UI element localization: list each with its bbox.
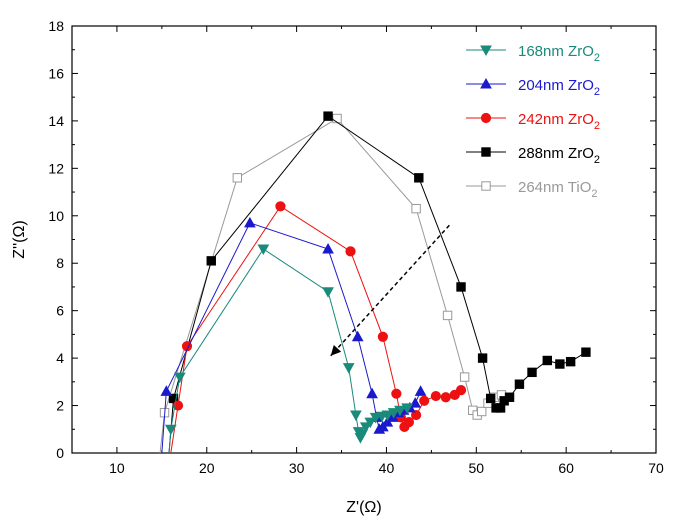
data-point-288nm-zro2: [168, 393, 179, 404]
data-point-168nm-zro2: [356, 429, 369, 441]
data-point-204nm-zro2: [366, 387, 378, 399]
series-288nm-zro2: [168, 111, 591, 454]
data-point-168nm-zro2: [164, 424, 177, 436]
x-tick-label: 40: [379, 460, 395, 476]
x-tick-label: 20: [199, 460, 215, 476]
x-tick-label: 30: [289, 460, 305, 476]
trend-arrow-head: [330, 344, 342, 356]
data-point-264nm-tio2: [411, 203, 421, 214]
data-point-264nm-tio2: [476, 406, 487, 417]
data-point-242nm-zro2: [403, 417, 415, 428]
data-point-168nm-zro2: [364, 417, 377, 429]
trend-arrow: [330, 224, 450, 357]
legend-item-204nm-zro2: 204nm ZrO2: [466, 77, 600, 98]
data-point-264nm-tio2: [332, 113, 342, 124]
data-point-242nm-zro2: [377, 331, 388, 342]
data-point-168nm-zro2: [257, 244, 270, 256]
data-point-288nm-zro2: [581, 347, 591, 357]
series-168nm-zro2: [164, 244, 413, 454]
data-point-204nm-zro2: [322, 242, 334, 254]
data-point-168nm-zro2: [401, 403, 413, 414]
data-point-168nm-zro2: [359, 422, 372, 433]
y-tick-label: 8: [56, 255, 64, 271]
data-point-168nm-zro2: [322, 287, 334, 298]
legend: 168nm ZrO2 204nm ZrO2 242nm ZrO2 288nm ZrO2…: [466, 43, 600, 200]
data-point-288nm-zro2: [565, 356, 576, 367]
legend-item-288nm-zro2: 288nm ZrO2: [466, 145, 600, 166]
data-point-242nm-zro2: [411, 409, 422, 421]
data-point-204nm-zro2: [414, 385, 427, 396]
x-tick-label: 50: [469, 460, 485, 476]
data-point-168nm-zro2: [342, 363, 355, 374]
legend-marker: [480, 112, 492, 124]
data-point-242nm-zro2: [275, 201, 286, 212]
legend-marker: [480, 45, 492, 57]
data-point-288nm-zro2: [456, 282, 466, 292]
data-point-288nm-zro2: [206, 256, 216, 266]
data-point-288nm-zro2: [477, 353, 488, 363]
data-point-242nm-zro2: [430, 390, 441, 402]
legend-label: 204nm ZrO2: [518, 77, 600, 98]
axis-ticks: 10 20 30 40 50 60 70 0 2 4 6 8 10 12 14 16 18: [48, 18, 664, 476]
y-tick-label: 10: [48, 208, 64, 224]
legend-label: 288nm ZrO2: [518, 145, 600, 166]
data-point-168nm-zro2: [173, 372, 186, 384]
series-264nm-tio2: [159, 113, 507, 454]
y-tick-label: 12: [48, 160, 64, 176]
data-point-168nm-zro2: [387, 408, 400, 419]
data-point-204nm-zro2: [409, 397, 422, 408]
y-tick-label: 6: [56, 303, 64, 319]
data-point-242nm-zro2: [440, 392, 451, 403]
series-line-288nm-zro2: [168, 115, 587, 454]
data-point-168nm-zro2: [350, 410, 362, 422]
data-point-288nm-zro2: [527, 367, 537, 378]
data-point-264nm-tio2: [442, 310, 453, 321]
legend-item-264nm-tio2: 264nm TiO2: [466, 179, 598, 200]
legend-marker: [481, 147, 491, 157]
y-tick-label: 14: [48, 113, 64, 129]
legend-marker: [480, 77, 492, 89]
data-point-242nm-zro2: [391, 388, 402, 399]
y-axis-title: Z''(Ω): [11, 220, 28, 259]
data-point-204nm-zro2: [244, 216, 256, 228]
legend-item-168nm-zro2: 168nm ZrO2: [466, 43, 600, 64]
data-point-168nm-zro2: [381, 410, 394, 422]
data-point-168nm-zro2: [394, 405, 406, 417]
data-point-204nm-zro2: [351, 330, 364, 342]
legend-label: 242nm ZrO2: [518, 111, 600, 132]
y-tick-label: 16: [48, 65, 64, 81]
data-point-242nm-zro2: [345, 246, 356, 257]
data-point-288nm-zro2: [485, 393, 496, 404]
data-point-168nm-zro2: [369, 412, 382, 424]
data-point-264nm-tio2: [459, 372, 470, 382]
x-tick-label: 10: [109, 460, 125, 476]
legend-label: 264nm TiO2: [518, 179, 598, 200]
data-point-204nm-zro2: [160, 385, 173, 396]
data-point-288nm-zro2: [323, 111, 333, 121]
legend-label: 168nm ZrO2: [518, 43, 600, 64]
x-tick-label: 70: [648, 460, 664, 476]
x-axis-title: Z'(Ω): [346, 499, 381, 516]
y-tick-label: 18: [48, 18, 64, 34]
data-point-288nm-zro2: [542, 355, 552, 366]
legend-item-242nm-zro2: 242nm ZrO2: [466, 111, 600, 132]
x-tick-label: 60: [558, 460, 574, 476]
data-point-264nm-tio2: [232, 173, 243, 183]
y-tick-label: 0: [56, 445, 64, 461]
trend-arrow-line: [330, 224, 450, 357]
data-point-242nm-zro2: [419, 395, 430, 406]
series-242nm-zro2: [170, 201, 467, 454]
y-tick-label: 2: [56, 398, 64, 414]
data-point-288nm-zro2: [555, 359, 565, 369]
data-point-242nm-zro2: [455, 385, 467, 396]
data-point-288nm-zro2: [414, 173, 424, 183]
data-series: [159, 111, 591, 454]
legend-marker: [481, 181, 491, 191]
data-point-288nm-zro2: [514, 379, 525, 389]
data-point-288nm-zro2: [504, 392, 515, 402]
series-line-264nm-tio2: [159, 117, 502, 454]
y-tick-label: 4: [56, 350, 64, 366]
